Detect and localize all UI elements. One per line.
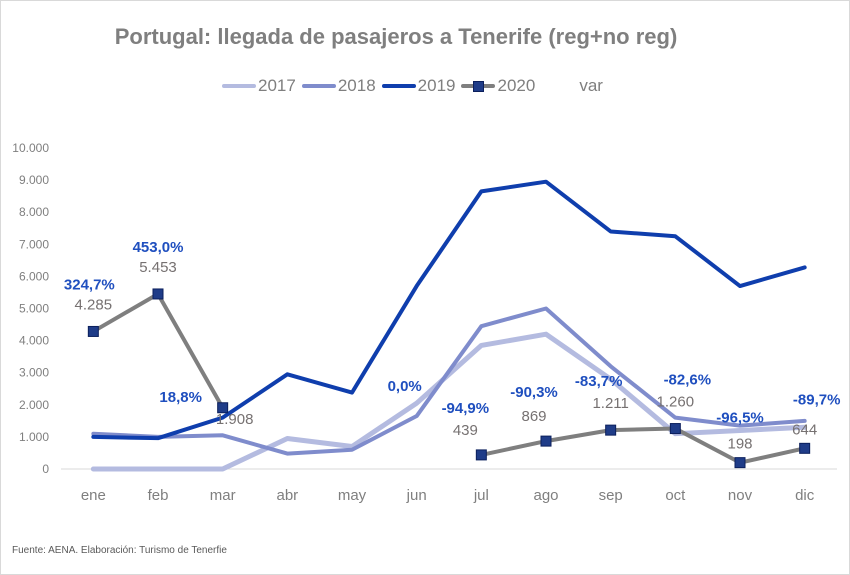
series-line-2020 [479,426,807,465]
x-tick-label: jul [473,487,489,504]
data-point-marker [605,424,617,436]
data-label: 869 [521,408,546,425]
data-label: 1.211 [592,395,628,412]
var-label: -94,9% [442,400,490,417]
data-label: 4.285 [75,296,113,313]
x-tick-label: ago [533,487,558,504]
var-label: 0,0% [388,378,422,395]
y-tick-label: 3.000 [19,366,49,380]
y-tick-label: 8.000 [19,205,49,219]
x-tick-label: mar [210,487,236,504]
legend-label-2017: 2017 [258,76,296,95]
series-line-2020 [91,291,225,410]
y-tick-label: 2.000 [19,398,49,412]
legend-item-var: var [579,76,603,96]
var-label: 453,0% [133,239,184,256]
data-point-marker [734,457,746,469]
data-point-marker [217,402,229,414]
var-label: -83,7% [575,373,623,390]
chart-title: Portugal: llegada de pasajeros a Tenerif… [114,24,678,49]
var-label: -82,6% [664,372,712,389]
data-point-marker [669,423,681,435]
y-tick-label: 6.000 [19,269,49,283]
x-tick-label: abr [276,487,298,504]
y-tick-label: 9.000 [19,173,49,187]
x-tick-label: nov [728,487,753,504]
y-tick-label: 7.000 [19,237,49,251]
legend-item-2020: 2020 [461,76,535,96]
legend-swatch-2017 [222,77,256,95]
series-line-2018 [91,306,807,456]
var-label: 18,8% [159,389,202,406]
legend-swatch-2020 [461,77,496,95]
legend-swatch-2019 [381,77,416,95]
legend-item-2019: 2019 [381,76,456,96]
data-label: 439 [453,422,478,439]
legend-label-2019: 2019 [417,76,456,95]
y-tick-label: 1.000 [19,430,49,444]
data-point-marker [540,435,552,447]
legend-item-2017: 2017 [222,76,296,96]
y-tick-label: 10.000 [12,141,49,155]
x-tick-label: dic [795,487,815,504]
legend-swatch-2018 [301,77,336,95]
source-note: Fuente: AENA. Elaboración: Turismo de Te… [12,545,227,556]
data-point-marker [475,449,487,461]
var-label: -96,5% [716,410,764,427]
x-tick-label: jun [406,487,427,504]
x-tick-label: oct [665,487,686,504]
legend: 2017 2018 2019 2020 var [222,76,609,96]
var-label: -89,7% [793,391,841,408]
legend-label-2018: 2018 [337,76,376,95]
data-point-marker [799,442,811,454]
data-label: 644 [792,421,817,438]
legend-label-var: var [579,76,603,95]
data-point-marker [87,325,99,337]
series-line-2019 [91,179,807,441]
data-label: 1.260 [657,394,695,411]
legend-marker-square-icon [473,81,485,92]
data-label: 5.453 [139,259,177,276]
x-tick-label: may [338,487,367,504]
legend-item-2018: 2018 [301,76,376,96]
y-tick-label: 5.000 [19,302,49,316]
x-tick-label: feb [148,487,169,504]
var-label: -90,3% [510,384,558,401]
y-tick-label: 4.000 [19,334,49,348]
legend-label-2020: 2020 [497,76,536,95]
x-tick-label: sep [599,487,623,504]
y-tick-label: 0 [42,462,49,476]
data-point-marker [152,288,164,300]
data-label: 1.908 [216,411,254,428]
var-label: 324,7% [64,276,115,293]
data-label: 198 [727,436,752,453]
x-tick-label: ene [81,487,106,504]
